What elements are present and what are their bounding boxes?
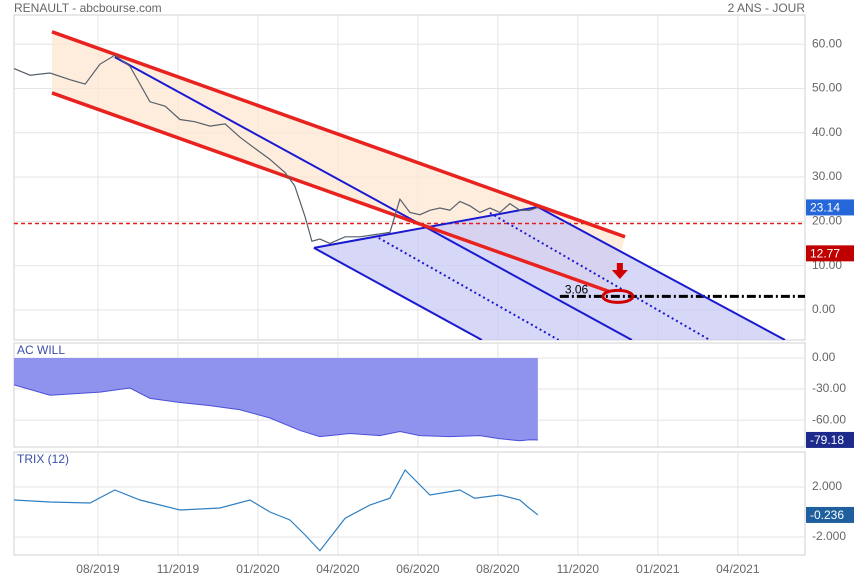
- y-tick-label: 30.00: [812, 169, 842, 183]
- y-tick-label: -30.00: [812, 381, 846, 395]
- price-tag: [806, 431, 854, 448]
- trend-line: [114, 56, 633, 340]
- trend-line: [537, 206, 786, 340]
- y-tick-label: 40.00: [812, 125, 842, 139]
- price-tag-label: 12.77: [810, 247, 840, 261]
- y-tick-label: 20.00: [812, 214, 842, 228]
- x-tick-label: 04/2021: [716, 562, 760, 576]
- trend-line: [489, 212, 711, 340]
- series-line: [14, 54, 539, 245]
- plot-area: [14, 343, 805, 447]
- series-line: [14, 384, 538, 442]
- channel-fill: [313, 206, 786, 340]
- y-tick-label: 0.00: [812, 302, 836, 316]
- x-tick-label: 08/2020: [476, 562, 520, 576]
- y-tick-label: 60.00: [812, 36, 842, 50]
- y-tick-label: 2.000: [812, 479, 842, 493]
- y-tick-label: -2.000: [812, 529, 846, 543]
- panel-title: AC WILL: [17, 343, 65, 357]
- price-tag: [806, 245, 854, 262]
- price-tag-label: -0.236: [810, 508, 844, 522]
- price-tag-label: -79.18: [810, 433, 844, 447]
- y-tick-label: 0.00: [812, 350, 836, 364]
- x-tick-label: 11/2020: [557, 562, 600, 576]
- series-line: [14, 469, 539, 552]
- area: [14, 358, 538, 441]
- plot-area: [14, 15, 805, 340]
- trend-line: [51, 91, 611, 294]
- x-tick-label: 11/2019: [157, 562, 200, 576]
- x-tick-label: 01/2021: [636, 562, 680, 576]
- level-label: 3.06: [565, 283, 589, 297]
- period-label: 2 ANS - JOUR: [728, 1, 806, 15]
- trend-line: [51, 30, 626, 239]
- panel: [13, 451, 806, 556]
- chart-title: RENAULT - abcbourse.com: [14, 1, 162, 15]
- x-tick-label: 01/2020: [236, 562, 280, 576]
- marker-ellipse: [601, 288, 635, 304]
- panel-title: TRIX (12): [17, 452, 69, 466]
- price-tag: [806, 506, 854, 523]
- y-tick-label: -60.00: [812, 412, 846, 426]
- trend-line: [313, 247, 483, 340]
- y-tick-label: 50.00: [812, 81, 842, 95]
- price-tag: [806, 199, 854, 216]
- plot-area: [14, 452, 805, 555]
- price-tag-label: 23.14: [810, 201, 840, 215]
- x-tick-label: 06/2020: [396, 562, 440, 576]
- x-tick-label: 04/2020: [316, 562, 360, 576]
- marker-arrow: [611, 263, 628, 280]
- x-tick-label: 08/2019: [76, 562, 120, 576]
